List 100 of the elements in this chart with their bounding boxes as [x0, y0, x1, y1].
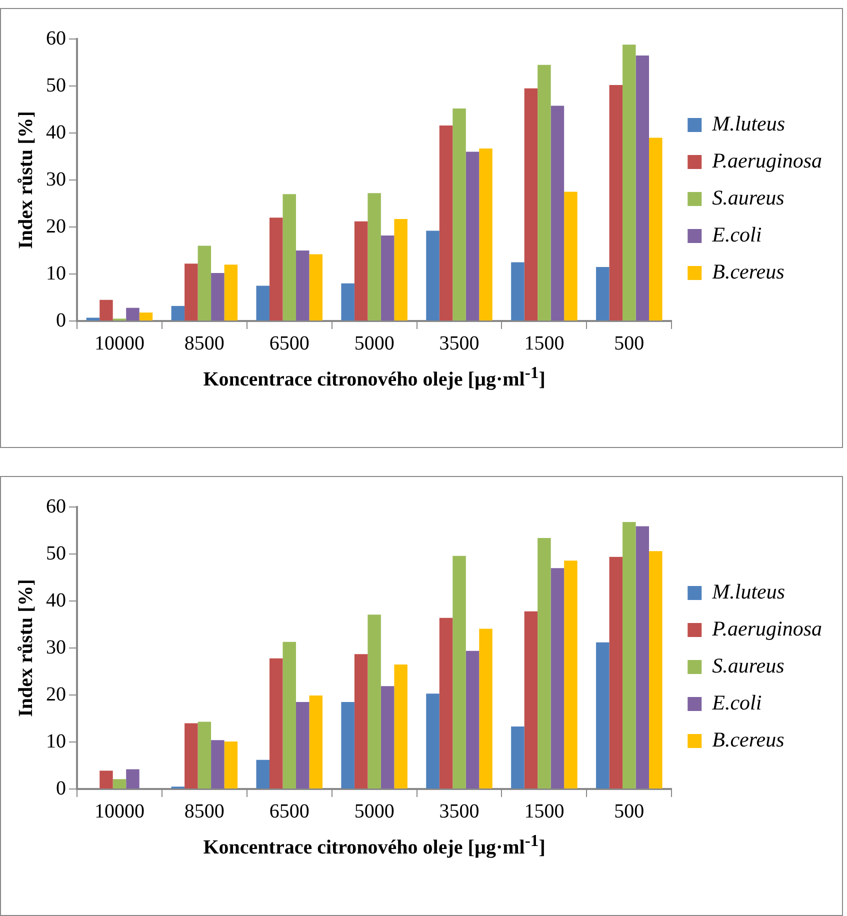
y-tick-label: 60 [46, 495, 66, 518]
x-tick-label: 10000 [94, 332, 144, 354]
bar [596, 266, 610, 320]
bar [394, 219, 408, 320]
bar [452, 108, 466, 320]
bar [282, 194, 296, 320]
bar [426, 694, 440, 788]
bar [256, 760, 270, 788]
bar [622, 522, 636, 788]
y-axis-title: Index růstu [%] [15, 111, 38, 249]
bar [380, 686, 394, 788]
bar [636, 55, 650, 320]
x-tick-label: 10000 [94, 800, 144, 822]
legend-label: S.aureus [712, 654, 784, 678]
bar [466, 152, 480, 320]
bar [368, 193, 381, 320]
bar [211, 273, 224, 320]
legend-label: P.aeruginosa [711, 148, 822, 173]
bar [550, 568, 564, 788]
bar [296, 702, 310, 788]
x-tick-label: 8500 [184, 332, 224, 354]
bar [524, 611, 538, 788]
bar [524, 88, 538, 320]
bar [112, 779, 126, 788]
bar [126, 308, 140, 320]
x-tick-label: 1500 [524, 332, 564, 354]
y-tick-label: 10 [46, 730, 66, 752]
bar [341, 283, 354, 320]
bar [511, 726, 524, 788]
x-tick-label: 6500 [269, 332, 310, 354]
x-tick-label: 3500 [439, 800, 480, 822]
x-tick-label: 6500 [269, 800, 310, 822]
bar [171, 306, 185, 320]
bar [86, 318, 100, 320]
bar [511, 262, 524, 320]
x-tick-label: 500 [614, 332, 644, 354]
y-tick-label: 40 [46, 121, 66, 144]
bar [394, 664, 408, 788]
bar [100, 300, 113, 320]
x-tick-label: 1500 [524, 800, 564, 822]
bar [139, 312, 153, 320]
bar [479, 628, 492, 788]
x-axis-title: Koncentrace citronového oleje [µg·ml$^{-1}$] [203, 363, 546, 392]
bar [269, 658, 283, 788]
y-tick-label: 20 [46, 683, 66, 706]
y-tick-label: 0 [56, 777, 66, 800]
x-tick-label: 5000 [354, 800, 394, 822]
bar [309, 254, 322, 320]
x-tick-label: 500 [614, 800, 644, 822]
legend-label: E.coli [711, 222, 762, 247]
y-tick-label: 40 [46, 589, 66, 612]
legend-label: E.coli [711, 690, 762, 715]
bar [550, 106, 564, 320]
bar [649, 551, 662, 788]
bar [368, 614, 381, 788]
legend-label: P.aeruginosa [711, 616, 822, 641]
x-axis-title: Koncentrace citronového oleje [µg·ml$^{-1}$] [203, 831, 546, 860]
bar [211, 740, 224, 788]
y-tick-label: 10 [46, 262, 66, 284]
bar [296, 250, 310, 320]
bar [309, 695, 322, 788]
y-tick-label: 60 [46, 27, 66, 50]
bar [564, 192, 578, 320]
y-tick-label: 20 [46, 215, 66, 238]
legend-label: B.cereus [712, 260, 784, 284]
y-tick-label: 50 [46, 542, 66, 564]
bar [341, 702, 354, 788]
bar [538, 64, 551, 320]
bar [380, 235, 394, 320]
bar [100, 770, 113, 788]
bar [198, 722, 212, 788]
bar [609, 85, 623, 320]
bar [354, 221, 368, 320]
x-tick-label: 8500 [184, 800, 224, 822]
legend-label: M.luteus [711, 580, 786, 604]
bar [622, 44, 636, 320]
bar [649, 138, 662, 320]
x-tick-label: 5000 [354, 332, 394, 354]
legend-label: S.aureus [712, 186, 784, 210]
bar [184, 264, 198, 320]
bar [198, 246, 212, 320]
bar [596, 642, 610, 788]
legend-label: B.cereus [712, 728, 784, 752]
bar [256, 286, 270, 320]
bar [564, 560, 578, 788]
bar [479, 148, 492, 320]
bar [426, 230, 440, 320]
bar [538, 538, 551, 788]
y-tick-label: 50 [46, 74, 66, 96]
bar [224, 264, 238, 320]
bar [224, 742, 238, 788]
bar [439, 618, 453, 788]
bar [282, 642, 296, 788]
legend-label: M.luteus [711, 112, 786, 136]
bar [126, 769, 140, 788]
y-tick-label: 30 [46, 636, 66, 658]
bar [609, 556, 623, 788]
bar [636, 526, 650, 788]
bar [269, 218, 283, 320]
y-axis-title: Index růstu [%] [15, 579, 38, 717]
